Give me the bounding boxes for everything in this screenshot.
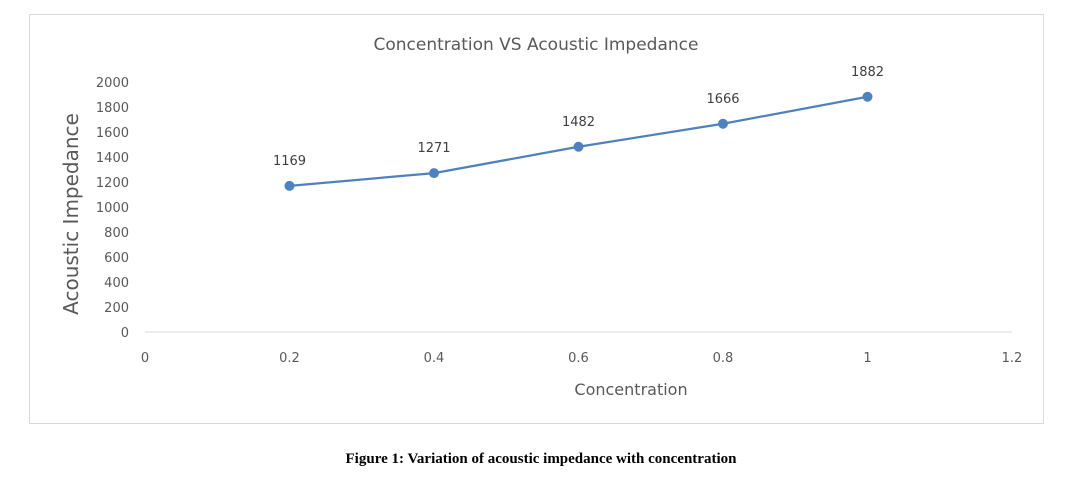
y-tick-label: 1600 <box>96 126 129 141</box>
data-labels: 1169 1271 1482 1666 1882 <box>273 65 884 169</box>
figure-caption: Figure 1: Variation of acoustic impedanc… <box>345 451 737 467</box>
x-tick-label: 0 <box>141 351 149 366</box>
x-tick-label: 0.6 <box>568 351 589 366</box>
y-tick-label: 0 <box>121 326 129 341</box>
data-point <box>429 168 439 179</box>
chart-title: Concentration VS Acoustic Impedance <box>374 35 699 55</box>
y-tick-label: 2000 <box>96 76 129 91</box>
x-tick-label: 0.2 <box>279 351 300 366</box>
data-label: 1482 <box>562 115 595 130</box>
y-tick-label: 800 <box>104 226 129 241</box>
x-tick-label: 0.4 <box>424 351 445 366</box>
y-tick-label: 1800 <box>96 101 129 116</box>
x-tick-label: 1.2 <box>1002 351 1023 366</box>
x-tick-label: 0.8 <box>713 351 734 366</box>
x-axis-label: Concentration <box>574 380 687 399</box>
y-tick-label: 200 <box>104 301 129 316</box>
data-point <box>284 180 295 191</box>
data-label: 1271 <box>417 141 450 156</box>
data-label: 1169 <box>273 154 306 169</box>
line-chart: Concentration VS Acoustic Impedance Conc… <box>59 35 1022 399</box>
y-tick-labels: 0 200 400 600 800 1000 1200 1400 1600 1800 2000 <box>96 76 129 341</box>
x-tick-labels: 0 0.2 0.4 0.6 0.8 1 1.2 <box>141 351 1022 366</box>
chart-frame <box>29 14 1044 424</box>
series-group <box>284 91 873 191</box>
y-tick-label: 1000 <box>96 201 129 216</box>
data-label: 1882 <box>851 65 884 80</box>
series-line <box>289 95 868 187</box>
data-label: 1666 <box>706 92 739 107</box>
y-tick-label: 600 <box>104 251 129 266</box>
y-axis-label: Acoustic Impedance <box>59 113 83 315</box>
x-tick-label: 1 <box>863 351 871 366</box>
y-tick-label: 400 <box>104 276 129 291</box>
data-point <box>718 118 728 129</box>
y-tick-label: 1400 <box>96 151 129 166</box>
data-point <box>862 91 873 102</box>
data-point <box>573 141 584 152</box>
y-tick-label: 1200 <box>96 176 129 191</box>
